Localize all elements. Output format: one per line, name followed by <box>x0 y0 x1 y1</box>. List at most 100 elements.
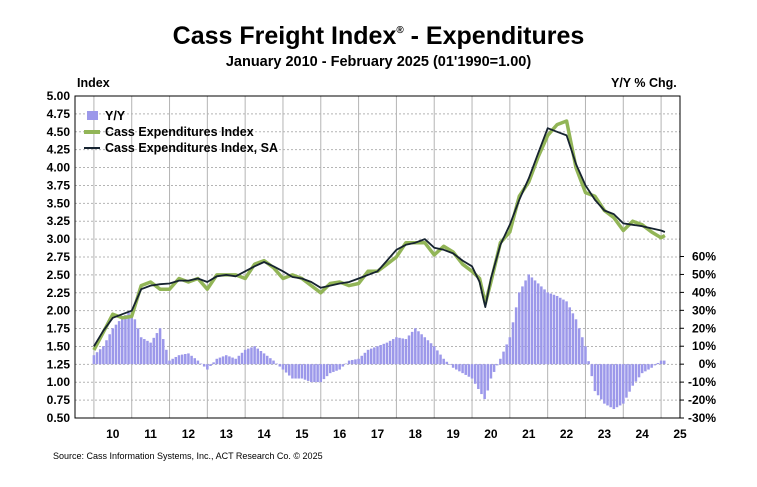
yy-bar <box>332 364 335 372</box>
yy-bar <box>521 286 524 365</box>
yy-bar <box>464 364 467 375</box>
yy-bar <box>366 349 370 365</box>
yy-bar <box>322 364 326 380</box>
yy-bar <box>565 301 568 365</box>
yy-bar <box>662 360 666 365</box>
x-tick-label: 13 <box>220 427 234 441</box>
yy-bar-series <box>92 274 666 410</box>
yy-bar <box>625 364 628 398</box>
yy-bar <box>423 337 427 365</box>
yy-bar <box>152 337 156 365</box>
right-tick-label: -30% <box>688 411 716 425</box>
yy-bar <box>294 364 297 379</box>
yy-bar <box>344 363 348 365</box>
left-tick-label: 3.25 <box>47 214 71 228</box>
legend: Y/Y Cass Expenditures Index Cass Expendi… <box>84 109 278 155</box>
left-tick-label: 0.75 <box>47 393 71 407</box>
yy-bar <box>552 294 556 365</box>
yy-bar <box>121 317 124 365</box>
yy-bar <box>470 364 474 379</box>
left-tick-label: 2.50 <box>47 268 71 282</box>
yy-bar <box>130 310 133 365</box>
yy-bar <box>360 355 364 365</box>
yy-bar <box>562 299 565 365</box>
yy-bar <box>492 364 496 372</box>
yy-bar <box>634 364 638 382</box>
left-tick-label: 4.00 <box>47 161 71 175</box>
yy-bar <box>596 364 600 396</box>
x-tick-label: 18 <box>409 427 423 441</box>
yy-bar <box>461 364 464 374</box>
yy-bar <box>228 356 231 365</box>
yy-bar <box>288 364 291 376</box>
legend-index-label: Cass Expenditures Index <box>105 125 254 139</box>
yy-bar <box>391 339 395 365</box>
yy-bar <box>420 334 423 365</box>
yy-bar <box>426 340 430 365</box>
right-axis-title: Y/Y % Chg. <box>611 76 677 90</box>
yy-bar <box>559 297 562 365</box>
yy-bar <box>640 364 644 374</box>
yy-bar <box>401 338 404 365</box>
yy-bar <box>414 328 417 365</box>
yy-bar <box>385 342 389 365</box>
yy-bar <box>161 339 165 365</box>
left-axis: 0.50 0.75 1.00 1.25 1.50 1.75 2.00 2.25 2.50 2.75… <box>47 89 71 425</box>
yy-bar <box>143 339 146 365</box>
yy-bar <box>486 364 490 391</box>
yy-bar <box>139 337 143 365</box>
left-tick-label: 3.75 <box>47 178 71 192</box>
yy-bar <box>206 364 209 370</box>
yy-bar <box>533 280 537 365</box>
left-tick-label: 3.50 <box>47 196 71 210</box>
yy-bar <box>502 351 505 365</box>
yy-bar <box>313 364 316 383</box>
yy-bar <box>530 277 534 365</box>
right-tick-label: 60% <box>692 250 716 264</box>
yy-bar <box>455 364 458 370</box>
yy-bar <box>196 360 200 365</box>
yy-bar <box>215 358 219 365</box>
yy-bar <box>275 363 278 365</box>
yy-bar <box>168 360 171 365</box>
left-tick-label: 5.00 <box>47 89 71 103</box>
yy-bar <box>527 274 531 365</box>
yy-bar <box>369 348 373 365</box>
yy-bar <box>171 358 174 365</box>
yy-bar <box>114 324 118 365</box>
yy-bar <box>417 331 420 365</box>
yy-bar <box>448 364 452 365</box>
yy-bar <box>477 364 480 389</box>
yy-bar <box>338 364 341 370</box>
x-tick-label: 16 <box>333 427 347 441</box>
yy-bar <box>250 347 253 365</box>
legend-sa-label: Cass Expenditures Index, SA <box>105 141 278 155</box>
yy-bar <box>146 340 149 365</box>
yy-bar <box>180 354 184 365</box>
yy-bar <box>628 364 631 392</box>
yy-bar <box>609 364 612 408</box>
yy-bar <box>102 346 105 365</box>
yy-bar <box>631 364 634 386</box>
yy-bar <box>458 364 461 372</box>
yy-bar <box>373 347 376 365</box>
yy-bar <box>310 364 313 383</box>
yy-bar <box>612 364 616 410</box>
yy-bar <box>117 321 121 365</box>
left-tick-label: 1.00 <box>47 375 71 389</box>
yy-bar <box>606 364 609 406</box>
registered-mark: ® <box>396 25 404 36</box>
yy-bar <box>240 352 244 365</box>
yy-bar <box>436 350 439 365</box>
yy-bar <box>603 364 606 404</box>
yy-bar <box>262 353 266 365</box>
yy-bar <box>577 328 581 365</box>
right-tick-label: 0% <box>699 357 717 371</box>
yy-bar <box>92 355 96 365</box>
yy-bar <box>618 364 622 406</box>
yy-bar <box>439 354 442 365</box>
yy-bar <box>524 280 527 365</box>
yy-bar <box>224 355 228 365</box>
chart-title-text: Cass Freight Index <box>172 22 397 50</box>
x-tick-label: 20 <box>484 427 498 441</box>
